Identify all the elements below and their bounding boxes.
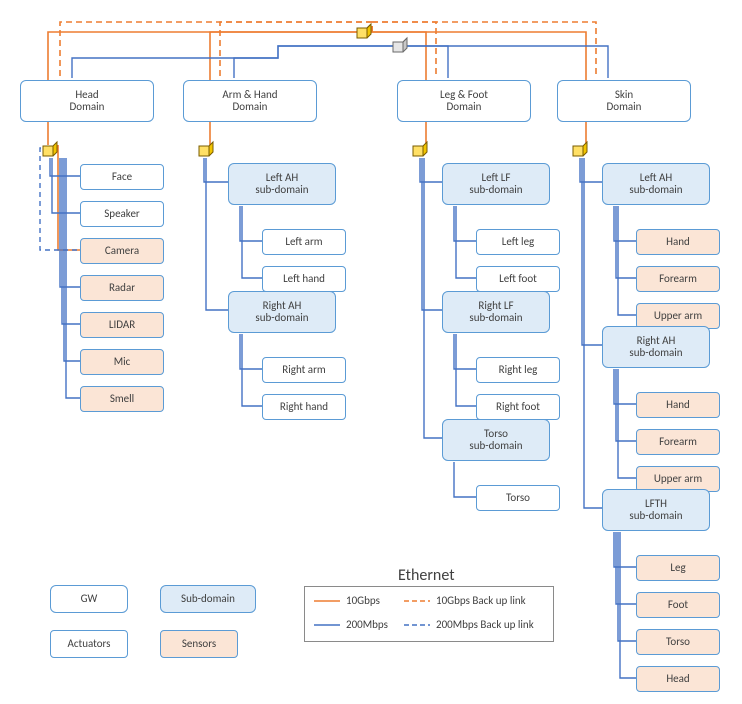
legend-10gbps: 10Gbps — [314, 594, 380, 607]
label: Actuators — [68, 638, 111, 650]
l2: sub-domain — [255, 184, 308, 196]
label: Right leg — [499, 364, 538, 376]
skin-left-hand: Hand — [636, 229, 720, 255]
switch-b-icon — [390, 36, 410, 56]
label: Hand — [666, 236, 690, 248]
l2: sub-domain — [469, 312, 522, 324]
head-leaf-camera: Camera — [80, 238, 164, 264]
torso: Torso — [476, 485, 560, 511]
left-ah-subdomain: Left AH sub-domain — [228, 163, 336, 205]
head-domain-label-2: Domain — [70, 101, 105, 113]
left-leg: Left leg — [476, 229, 560, 255]
right-ah-subdomain: Right AH sub-domain — [228, 291, 336, 333]
l2: sub-domain — [255, 312, 308, 324]
left-hand: Left hand — [262, 266, 346, 292]
label: Mic — [114, 356, 131, 368]
left-arm: Left arm — [262, 229, 346, 255]
skin-leg: Leg — [636, 555, 720, 581]
legend-200mbps-backup: 200Mbps Back up link — [404, 618, 534, 631]
skin-domain-label-2: Domain — [607, 101, 642, 113]
label: Face — [112, 171, 132, 183]
label: 10Gbps — [346, 594, 380, 607]
right-lf-subdomain: Right LF sub-domain — [442, 291, 550, 333]
legfoot-cube-icon — [410, 140, 430, 160]
l2: sub-domain — [629, 347, 682, 359]
legfoot-domain-gw: Leg & Foot Domain — [397, 80, 531, 122]
label: Torso — [666, 636, 690, 648]
skin-cube-icon — [570, 140, 590, 160]
label: 10Gbps Back up link — [436, 594, 526, 607]
armhand-domain-gw: Arm & Hand Domain — [183, 80, 317, 122]
label: Right arm — [282, 364, 325, 376]
label: Speaker — [104, 208, 140, 220]
right-foot: Right foot — [476, 394, 560, 420]
left-foot: Left foot — [476, 266, 560, 292]
label: Radar — [109, 282, 135, 294]
label: Camera — [105, 245, 139, 257]
label: 200Mbps — [346, 618, 388, 631]
head-leaf-radar: Radar — [80, 275, 164, 301]
l2: sub-domain — [469, 184, 522, 196]
legend-gw: GW — [50, 585, 128, 613]
skin-right-forearm: Forearm — [636, 429, 720, 455]
ethernet-title: Ethernet — [398, 566, 455, 585]
label: Foot — [668, 599, 688, 611]
label: 200Mbps Back up link — [436, 618, 534, 631]
label: LIDAR — [109, 319, 135, 331]
right-hand: Right hand — [262, 394, 346, 420]
label: Forearm — [659, 436, 697, 448]
skin-torso: Torso — [636, 629, 720, 655]
head-domain-gw: Head Domain — [20, 80, 154, 122]
skin-left-forearm: Forearm — [636, 266, 720, 292]
label: Forearm — [659, 273, 697, 285]
head-leaf-face: Face — [80, 164, 164, 190]
left-lf-subdomain: Left LF sub-domain — [442, 163, 550, 205]
legend-10gbps-backup: 10Gbps Back up link — [404, 594, 526, 607]
label: Upper arm — [654, 473, 702, 485]
l2: sub-domain — [629, 510, 682, 522]
skin-right-ah-subdomain: Right AH sub-domain — [602, 326, 710, 368]
head-cube-icon — [40, 140, 60, 160]
skin-head: Head — [636, 666, 720, 692]
label: Left leg — [502, 236, 534, 248]
label: Head — [666, 673, 689, 685]
legfoot-domain-label-2: Domain — [447, 101, 482, 113]
head-leaf-smell: Smell — [80, 386, 164, 412]
skin-foot: Foot — [636, 592, 720, 618]
skin-domain-gw: Skin Domain — [557, 80, 691, 122]
torso-subdomain: Torso sub-domain — [442, 419, 550, 461]
label: Sensors — [182, 638, 216, 650]
label: Left arm — [285, 236, 322, 248]
label: Hand — [666, 399, 690, 411]
head-leaf-speaker: Speaker — [80, 201, 164, 227]
label: Upper arm — [654, 310, 702, 322]
armhand-domain-label-2: Domain — [233, 101, 268, 113]
label: Leg — [670, 562, 685, 574]
label: Sub-domain — [181, 593, 235, 605]
legend-sensors: Sensors — [160, 630, 238, 658]
right-leg: Right leg — [476, 357, 560, 383]
label: Right foot — [496, 401, 540, 413]
label: Left hand — [283, 273, 325, 285]
legend-subdomain: Sub-domain — [160, 585, 256, 613]
skin-right-hand: Hand — [636, 392, 720, 418]
skin-left-ah-subdomain: Left AH sub-domain — [602, 163, 710, 205]
l2: sub-domain — [629, 184, 682, 196]
right-arm: Right arm — [262, 357, 346, 383]
label: Torso — [506, 492, 530, 504]
skin-lfth-subdomain: LFTH sub-domain — [602, 489, 710, 531]
label: Smell — [110, 393, 134, 405]
legend-200mbps: 200Mbps — [314, 618, 388, 631]
head-leaf-mic: Mic — [80, 349, 164, 375]
switch-a-icon — [354, 22, 374, 42]
armhand-cube-icon — [196, 140, 216, 160]
label: Left foot — [499, 273, 537, 285]
label: Right hand — [280, 401, 328, 413]
legend-actuators: Actuators — [50, 630, 128, 658]
l2: sub-domain — [469, 440, 522, 452]
head-leaf-lidar: LIDAR — [80, 312, 164, 338]
label: GW — [81, 593, 98, 605]
